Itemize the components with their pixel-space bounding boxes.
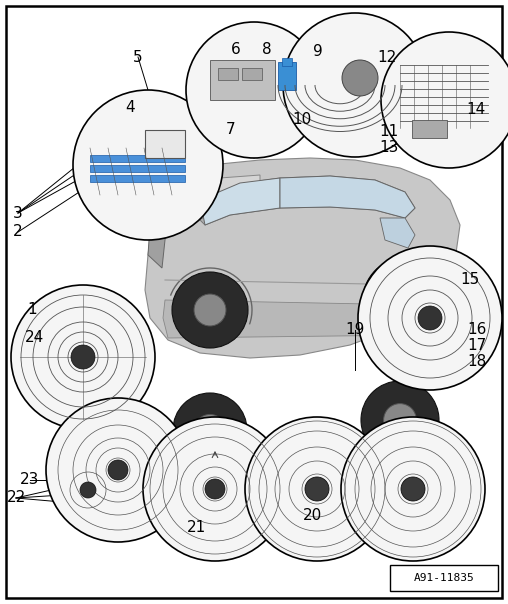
Circle shape bbox=[205, 479, 225, 499]
Polygon shape bbox=[163, 300, 445, 338]
Text: 7: 7 bbox=[226, 123, 236, 138]
Text: 23: 23 bbox=[20, 472, 40, 487]
Circle shape bbox=[245, 417, 389, 561]
Text: 18: 18 bbox=[467, 353, 487, 368]
Bar bbox=[218, 68, 238, 80]
Circle shape bbox=[172, 272, 248, 348]
Text: 20: 20 bbox=[303, 509, 323, 524]
Circle shape bbox=[11, 285, 155, 429]
Polygon shape bbox=[148, 202, 168, 268]
Text: A91-11835: A91-11835 bbox=[414, 573, 474, 583]
Circle shape bbox=[283, 13, 427, 157]
Circle shape bbox=[80, 482, 96, 498]
Circle shape bbox=[358, 246, 502, 390]
Polygon shape bbox=[198, 176, 415, 225]
Polygon shape bbox=[200, 178, 280, 225]
Circle shape bbox=[401, 477, 425, 501]
Text: 9: 9 bbox=[313, 45, 323, 60]
Bar bbox=[390, 565, 498, 591]
Bar bbox=[210, 60, 275, 100]
Circle shape bbox=[186, 22, 322, 158]
Polygon shape bbox=[155, 175, 260, 238]
Bar bbox=[412, 120, 447, 138]
Circle shape bbox=[108, 460, 128, 480]
Text: 24: 24 bbox=[25, 330, 45, 345]
Text: 16: 16 bbox=[467, 323, 487, 338]
Text: 8: 8 bbox=[262, 42, 272, 57]
Text: 15: 15 bbox=[460, 272, 480, 288]
Circle shape bbox=[143, 417, 287, 561]
Polygon shape bbox=[155, 185, 198, 205]
Bar bbox=[145, 130, 185, 158]
Bar bbox=[282, 58, 292, 66]
Text: 21: 21 bbox=[186, 519, 206, 535]
Circle shape bbox=[342, 60, 378, 96]
Polygon shape bbox=[380, 218, 415, 248]
Text: 3: 3 bbox=[13, 205, 23, 220]
Circle shape bbox=[384, 403, 417, 436]
Circle shape bbox=[73, 90, 223, 240]
Circle shape bbox=[388, 282, 423, 318]
Circle shape bbox=[381, 32, 508, 168]
Text: 13: 13 bbox=[379, 141, 399, 155]
Text: 12: 12 bbox=[377, 51, 397, 65]
Polygon shape bbox=[145, 158, 460, 358]
Text: 10: 10 bbox=[293, 112, 311, 127]
Circle shape bbox=[173, 393, 247, 467]
Circle shape bbox=[305, 477, 329, 501]
Text: 1: 1 bbox=[27, 303, 37, 318]
Text: 6: 6 bbox=[231, 42, 241, 57]
Text: 2: 2 bbox=[13, 225, 23, 240]
Text: 14: 14 bbox=[466, 103, 486, 118]
Text: 11: 11 bbox=[379, 124, 399, 140]
Text: 19: 19 bbox=[345, 323, 365, 338]
Circle shape bbox=[418, 306, 442, 330]
Text: 4: 4 bbox=[125, 100, 135, 115]
Circle shape bbox=[194, 294, 226, 326]
Bar bbox=[90, 175, 185, 182]
Bar bbox=[90, 165, 185, 172]
Bar bbox=[278, 62, 296, 90]
Circle shape bbox=[46, 398, 190, 542]
Text: 5: 5 bbox=[133, 50, 143, 65]
Circle shape bbox=[71, 345, 95, 369]
Circle shape bbox=[195, 414, 226, 446]
Circle shape bbox=[361, 381, 439, 459]
Text: 17: 17 bbox=[467, 338, 487, 353]
Text: 22: 22 bbox=[7, 490, 25, 506]
Circle shape bbox=[363, 258, 447, 342]
Polygon shape bbox=[280, 176, 415, 218]
Circle shape bbox=[341, 417, 485, 561]
Bar bbox=[242, 68, 262, 80]
Bar bbox=[90, 155, 185, 162]
